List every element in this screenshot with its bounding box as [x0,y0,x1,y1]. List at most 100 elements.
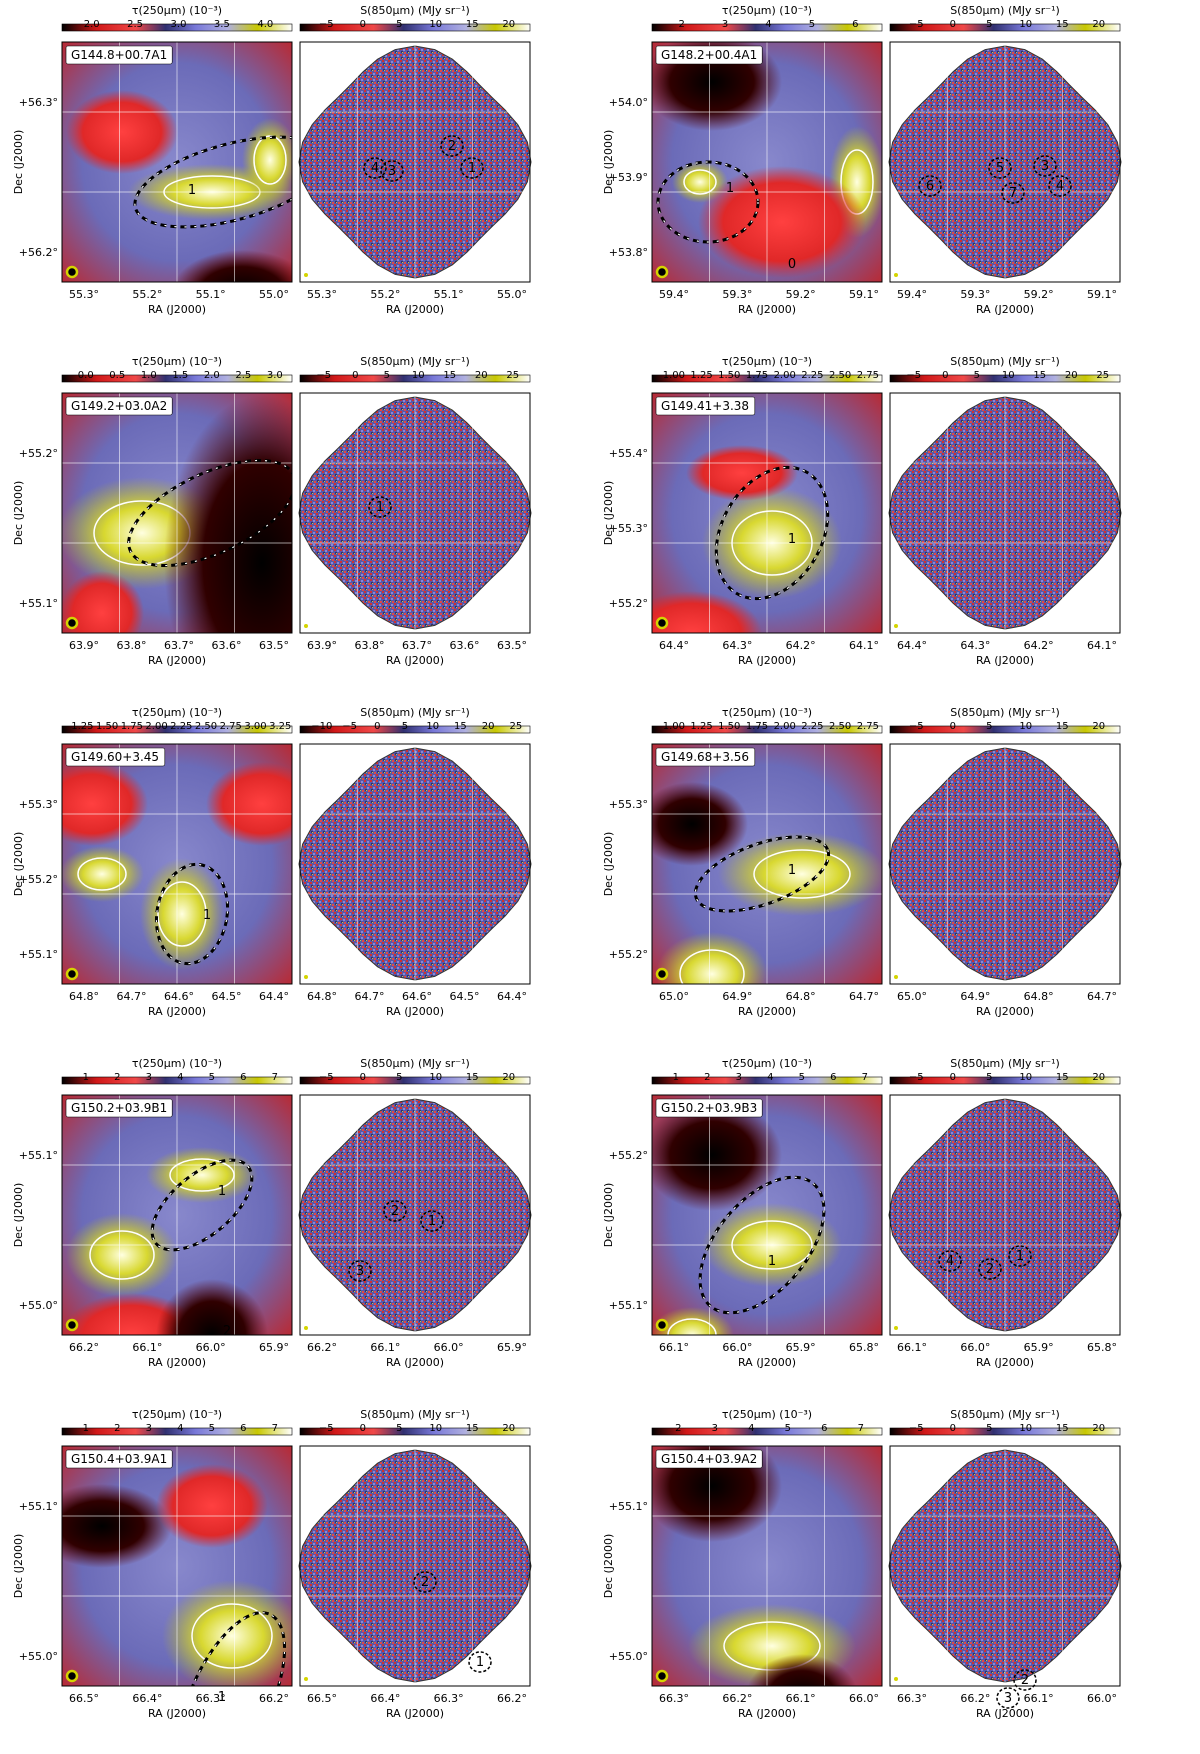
s850-source-label: 4 [1056,179,1064,194]
s-colorbar [299,725,531,734]
s850-map-frame [299,743,531,985]
s-colorbar [299,374,531,383]
figure-svg: τ(250μm) (10⁻³) 1.00 1.25 1.50 1.75 2.00 2.25 2… [602,706,1122,1018]
figure-svg: τ(250μm) (10⁻³) 1 2 3 4 5 6 7 S(850μm) (MJy sr⁻¹… [12,1408,532,1720]
ra-tick-left: 55.1° [196,288,226,301]
s-colorbar [889,23,1121,32]
tau-colorbar-tick: 1 [673,1072,679,1083]
tau-colorbar-tick: 4.0 [257,19,273,30]
ra-tick-left: 64.8° [69,990,99,1003]
s-colorbar-tick: 15 [1033,370,1046,381]
dec-tick: +55.1° [609,1299,648,1312]
ra-tick-right: 66.0° [1087,1692,1117,1705]
tau-source-label: 1 [768,1254,776,1269]
ra-tick-left: 63.9° [69,639,99,652]
emission-region [62,571,144,633]
s-colorbar-tick: 10 [429,1072,442,1083]
dec-tick: +54.0° [609,96,648,109]
tau-colorbar [651,23,883,32]
s-colorbar [889,1427,1121,1436]
beam-marker [304,1677,308,1681]
s850-map-frame [889,743,1121,985]
s-colorbar-tick: 5 [384,370,390,381]
figure-pair-8: τ(250μm) (10⁻³) 1 2 3 4 5 6 7 S(850μm) (MJy sr⁻¹… [600,1053,1180,1398]
dec-tick: +55.4° [609,447,648,460]
ra-tick-right: 66.4° [370,1692,400,1705]
dec-axis-label: Dec (J2000) [602,832,615,897]
contour-line [191,1603,273,1669]
clump-ellipse-inner [151,1159,253,1251]
dec-tick: +55.1° [19,948,58,961]
emission-region [156,1279,268,1335]
beam-marker [65,1318,79,1332]
s-colorbar-tick: 0 [360,1072,366,1083]
tau-colorbar-tick: 0.5 [109,370,125,381]
figure-pair-5: τ(250μm) (10⁻³) 1.25 1.50 1.75 2.00 2.25 2.50 2… [10,702,590,1047]
s-colorbar-tick: −5 [316,370,331,381]
tau-colorbar-tick: 3 [736,1072,742,1083]
s-colorbar-label: S(850μm) (MJy sr⁻¹) [360,1408,470,1421]
s850-map: 1 [298,392,532,634]
emission-region [652,1446,782,1542]
ra-tick-right: 65.0° [897,990,927,1003]
ra-tick-left: 66.2° [259,1692,289,1705]
s-colorbar-tick: −5 [319,1072,334,1083]
tau-colorbar-tick: 2.75 [857,721,879,732]
s850-source-contour [1048,175,1072,197]
dec-tick: +55.2° [609,948,648,961]
dec-tick: +55.3° [609,798,648,811]
s-colorbar-tick: 20 [502,1072,515,1083]
dec-axis-label: Dec (J2000) [602,1534,615,1599]
s-colorbar-tick: −5 [909,19,924,30]
s-colorbar-tick: 10 [1019,721,1032,732]
dec-tick: +55.2° [19,447,58,460]
s-colorbar-tick: 15 [1056,19,1069,30]
beam-marker [655,1669,669,1683]
figure-pair-6: τ(250μm) (10⁻³) 1.00 1.25 1.50 1.75 2.00 2.25 2… [600,702,1180,1047]
figure-svg: τ(250μm) (10⁻³)2 3 4 5 6 7S(850μm) (MJy sr⁻¹)… [602,1408,1122,1720]
s850-map-frame [299,41,531,283]
ra-tick-right: 64.2° [1024,639,1054,652]
ra-tick-right: 66.2° [960,1692,990,1705]
ra-tick-left: 59.3° [722,288,752,301]
ra-tick-right: 64.7° [1087,990,1117,1003]
tau-colorbar-tick: 2.25 [801,370,823,381]
field-label-box [65,45,173,65]
ra-axis-label: RA (J2000) [386,1005,444,1018]
s-colorbar [299,1427,531,1436]
s-colorbar-label: S(850μm) (MJy sr⁻¹) [360,706,470,719]
tau-map-frame [61,743,293,985]
field-label-box [655,45,763,65]
s-colorbar-tick: 10 [1019,1072,1032,1083]
tau-colorbar-tick: 1 [83,1072,89,1083]
field-name: G148.2+00.4A1 [661,48,757,62]
ra-tick-left: 63.5° [259,639,289,652]
ra-tick-left: 66.1° [786,1692,816,1705]
tau-colorbar-tick: 2.00 [774,370,796,381]
tau-colorbar-label: τ(250μm) (10⁻³) [722,1408,812,1421]
tau-colorbar-label: τ(250μm) (10⁻³) [132,706,222,719]
s850-source-contour [383,1200,407,1222]
tau-colorbar-label: τ(250μm) (10⁻³) [722,4,812,17]
figure-pair-10: τ(250μm) (10⁻³) 2 3 4 5 6 7 S(850μm) (MJy sr⁻¹)… [600,1404,1180,1749]
clump-ellipse-inner [694,836,830,912]
field-name: G144.8+00.7A1 [71,48,167,62]
ra-axis-label: RA (J2000) [148,1707,206,1720]
tau-colorbar-tick: 1.25 [690,721,712,732]
s-colorbar-tick: 20 [1092,1072,1105,1083]
s850-source-label: 1 [476,1655,484,1670]
s850-source-contour [1033,155,1057,177]
s-colorbar-label: S(850μm) (MJy sr⁻¹) [950,706,1060,719]
ra-axis-label: RA (J2000) [386,1356,444,1369]
ra-tick-right: 64.8° [307,990,337,1003]
tau-source-label: 1 [218,1184,226,1199]
s-colorbar-tick: 5 [986,721,992,732]
s-colorbar [889,374,1121,383]
ra-tick-left: 64.1° [849,639,879,652]
s850-source-contour [420,1210,444,1232]
dec-tick: +53.9° [609,171,648,184]
ra-axis-label: RA (J2000) [148,303,206,316]
tau-source-label: 1 [203,908,211,923]
tau-map: 1 G150.4+03.9A1 [61,1445,293,1705]
ra-tick-left: 64.3° [722,639,752,652]
